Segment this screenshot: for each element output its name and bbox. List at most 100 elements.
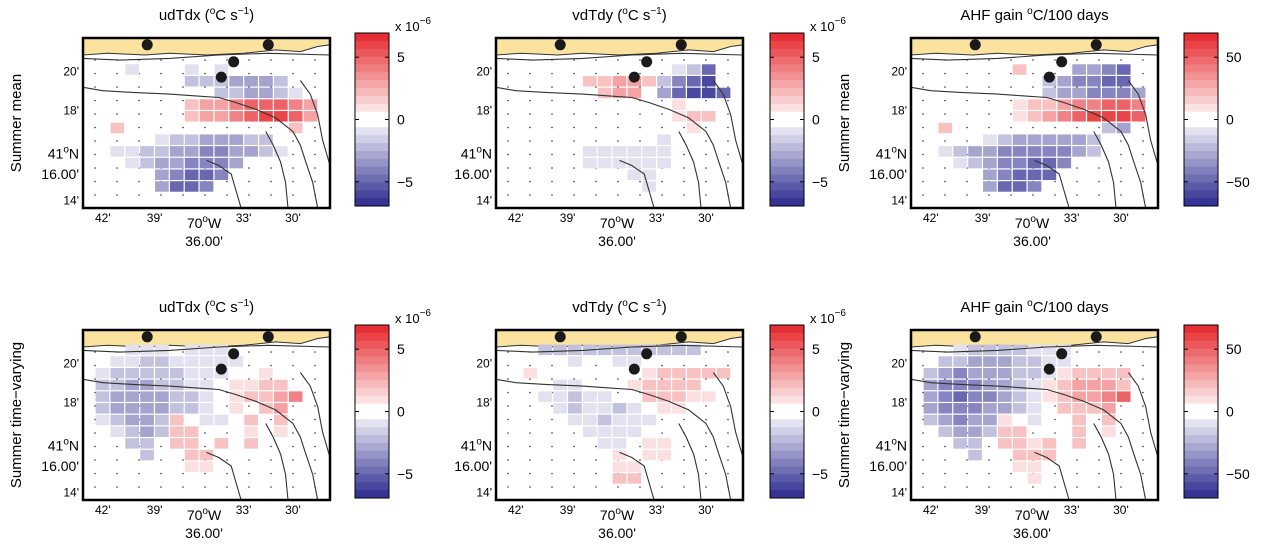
grid-dot (705, 99, 707, 102)
grid-dot (683, 378, 685, 380)
heatmap-cell (140, 438, 154, 449)
heatmap-cell (110, 414, 125, 426)
grid-dot (1032, 72, 1034, 75)
grid-dot (94, 472, 96, 475)
heatmap-cell (244, 438, 258, 449)
grid-dot (944, 140, 946, 142)
heatmap-cell (274, 414, 288, 426)
heatmap-cell (229, 356, 244, 367)
panel-title: udTdx (oC s−1) (159, 6, 254, 24)
grid-dot (705, 486, 707, 488)
grid-dot (507, 459, 509, 461)
lon-tick-label: 39' (975, 503, 991, 517)
heatmap-cell (199, 146, 214, 157)
heatmap-cell (687, 344, 701, 356)
grid-dot (226, 459, 228, 461)
lon-minute-label: 36.00' (185, 233, 223, 249)
heatmap-cell (997, 426, 1012, 437)
colorbar-step (1184, 372, 1218, 381)
multiplier-exp: −6 (835, 308, 847, 319)
station-marker (1090, 331, 1102, 343)
grid-dot (661, 194, 663, 196)
colorbar-step (355, 103, 389, 113)
colorbar-step (355, 435, 389, 444)
heatmap-cell (125, 64, 139, 75)
panel-title: AHF gain oC/100 days (960, 6, 1108, 24)
grid-dot (1120, 486, 1122, 488)
title-unit-exp: −1 (238, 298, 250, 309)
grid-dot (551, 194, 553, 196)
title-suffix: ) (249, 7, 254, 24)
heatmap-cell (184, 169, 199, 181)
grid-dot (922, 445, 924, 448)
colorbar-step (1184, 166, 1218, 176)
heatmap-cell (274, 111, 288, 122)
station-marker (215, 363, 227, 375)
colorbar-step (1184, 190, 1218, 199)
heatmap-cell (125, 157, 139, 169)
grid-dot (617, 59, 619, 61)
colorbar-step (770, 72, 804, 81)
grid-dot (1142, 378, 1144, 380)
heatmap-cell (612, 461, 627, 473)
heatmap-cell (184, 426, 199, 437)
isobath-line (619, 159, 655, 209)
colorbar-step (770, 64, 804, 73)
heatmap-cell (229, 403, 244, 414)
grid-dot (1010, 86, 1012, 88)
grid-dot (314, 459, 316, 461)
heatmap-cell (612, 87, 627, 99)
grid-dot (573, 86, 575, 88)
grid-dot (639, 459, 641, 461)
heatmap-cell (288, 122, 303, 134)
grid-dot (683, 459, 685, 461)
grid-dot (573, 194, 575, 196)
grid-dot (595, 445, 597, 448)
heatmap-cell (687, 111, 701, 122)
grid-dot (529, 126, 531, 129)
grid-dot (727, 405, 729, 407)
isobath-line (82, 52, 331, 61)
grid-dot (683, 472, 685, 475)
colorbar-step (770, 458, 804, 468)
grid-dot (1098, 459, 1100, 461)
grid-dot (944, 86, 946, 88)
grid-dot (573, 113, 575, 115)
colorbar-step (355, 182, 389, 191)
grid-dot (529, 140, 531, 142)
grid-dot (595, 140, 597, 142)
grid-dot (1120, 432, 1122, 434)
heatmap-cell (627, 473, 642, 484)
grid-dot (1076, 126, 1078, 129)
grid-dot (595, 472, 597, 475)
grid-dot (551, 418, 553, 421)
panel-title: udTdx (oC s−1) (159, 298, 254, 316)
grid-dot (727, 167, 729, 169)
colorbar-step (1184, 143, 1218, 152)
lat-tick-label: 14' (476, 194, 492, 208)
grid-dot (116, 113, 118, 115)
title-prefix: AHF gain (960, 299, 1027, 316)
grid-dot (944, 472, 946, 475)
heatmap-cell (1102, 403, 1116, 414)
grid-dot (1010, 59, 1012, 61)
grid-dot (529, 194, 531, 196)
lat-degree-label: 41oN (48, 145, 79, 162)
title-unit-deg: o (1027, 298, 1033, 309)
lat-tick-label: 16.00' (41, 166, 79, 182)
heatmap-cell (627, 169, 642, 181)
heatmap-cell (1057, 146, 1072, 157)
heatmap-cell (627, 414, 642, 426)
heatmap-cell (274, 87, 288, 99)
station-marker (554, 39, 566, 51)
colorbar-tick-label: 5 (812, 341, 820, 357)
title-unit-deg: o (210, 298, 216, 309)
grid-dot (551, 445, 553, 448)
grid-dot (727, 86, 729, 88)
colorbar-step (355, 372, 389, 381)
colorbar-step (770, 356, 804, 365)
grid-dot (595, 459, 597, 461)
heatmap-cell (1042, 134, 1057, 145)
grid-dot (727, 418, 729, 421)
heatmap-cell (657, 75, 671, 87)
